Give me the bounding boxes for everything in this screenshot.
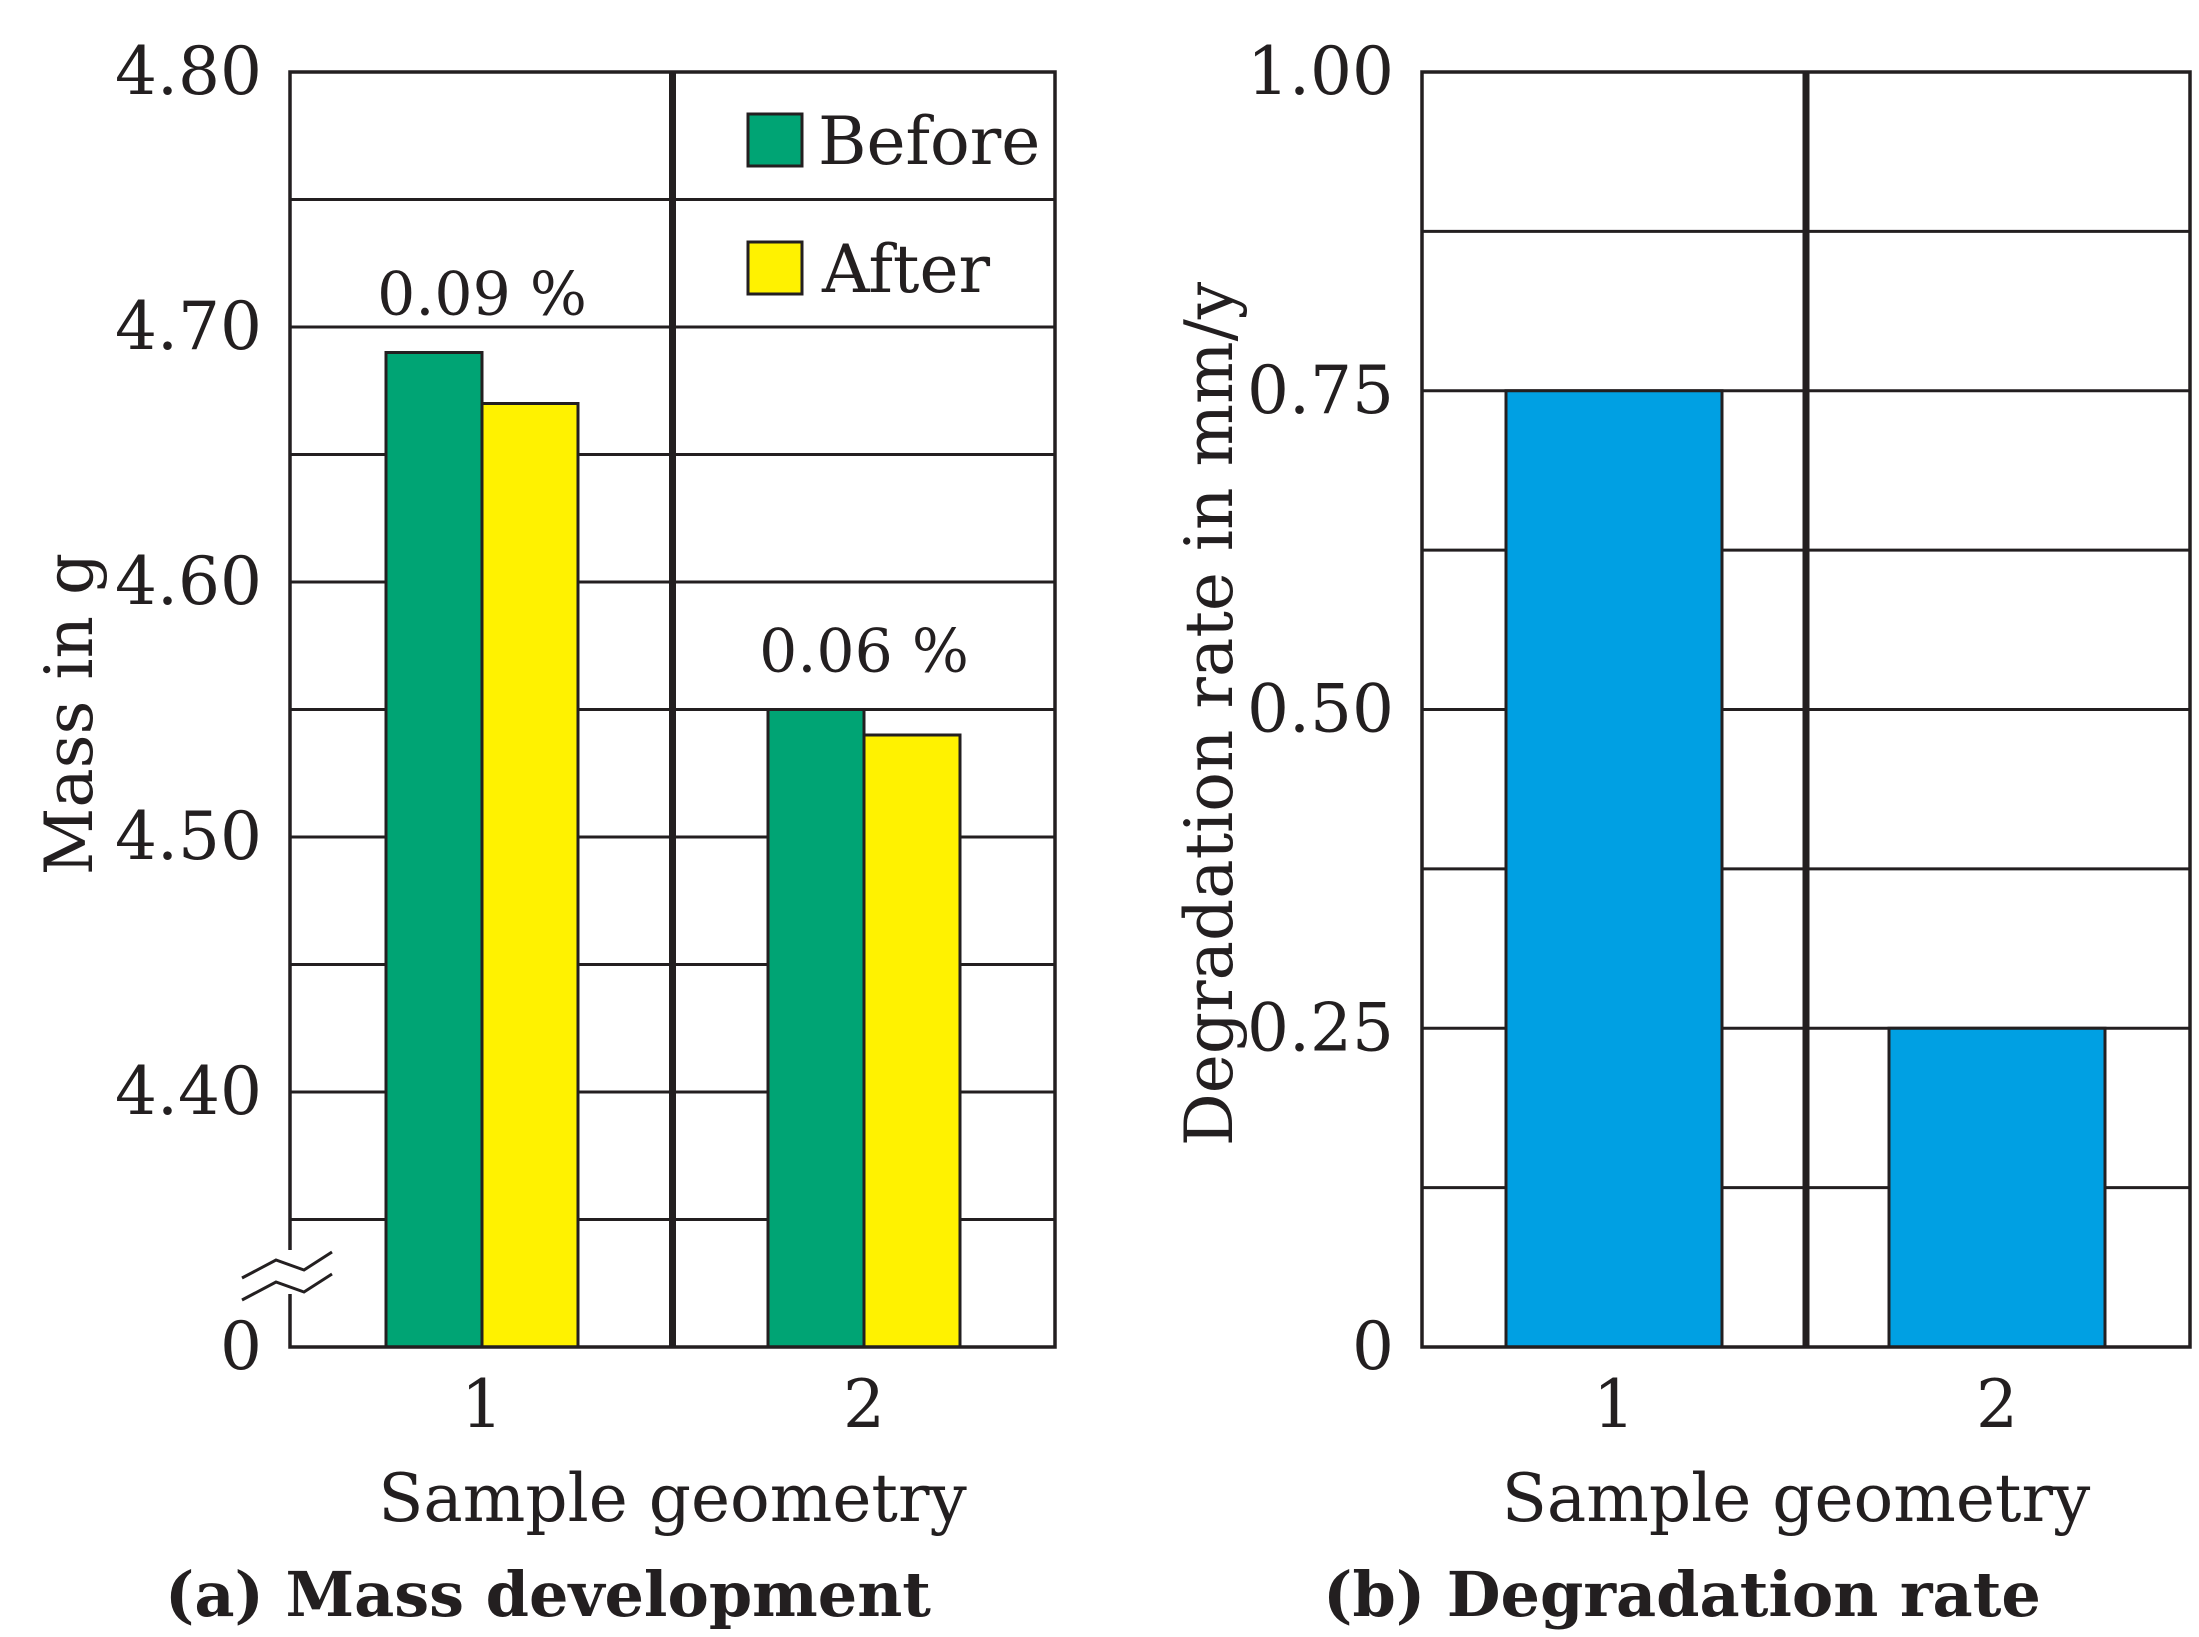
bar-before-1 — [384, 351, 484, 1349]
xtick-label: 2 — [1976, 1366, 2018, 1443]
panel-b-frame — [1420, 70, 2192, 1349]
panel-b-x-axis-label: Sample geometry — [1502, 1460, 2091, 1537]
panel-b-bars — [1504, 389, 2107, 1349]
panel-a-y-axis-label: Mass in g — [31, 553, 108, 876]
ytick-label: 4.80 — [115, 33, 262, 110]
bar-degradation-1 — [1504, 389, 1724, 1349]
legend-swatch-after — [746, 240, 804, 296]
ytick-label: 4.40 — [115, 1053, 262, 1130]
panel-a-x-axis-label: Sample geometry — [378, 1460, 967, 1537]
axis-break-icon — [241, 1250, 333, 1302]
ytick-label: 0 — [1352, 1308, 1394, 1385]
axis-break-stroke — [241, 1250, 333, 1280]
panel-b-y-axis-label: Degradation rate in mm/y — [1171, 281, 1248, 1146]
panel-a-frame — [288, 70, 1057, 1349]
panel-a-legend: Before After — [746, 103, 1040, 308]
ytick-label: 0.25 — [1247, 989, 1394, 1066]
ytick-label: 0.75 — [1247, 352, 1394, 429]
panel-a-caption: (a) Mass development — [165, 1558, 931, 1631]
panel-a-bars — [384, 351, 962, 1349]
panel-a-ytick-labels: 4.80 4.70 4.60 4.50 4.40 0 — [115, 33, 262, 1385]
annotation-percent-2: 0.06 % — [759, 617, 969, 687]
legend-swatch-before — [746, 112, 804, 168]
bar-after-1 — [480, 402, 580, 1349]
panel-b-caption: (b) Degradation rate — [1323, 1558, 2041, 1631]
ytick-label: 4.50 — [115, 798, 262, 875]
xtick-label: 2 — [843, 1366, 885, 1443]
ytick-label: 0.50 — [1247, 671, 1394, 748]
xtick-label: 1 — [1593, 1366, 1635, 1443]
ytick-label: 4.70 — [115, 288, 262, 365]
bar-before-2 — [766, 708, 866, 1349]
bar-degradation-2 — [1887, 1026, 2107, 1349]
xtick-label: 1 — [461, 1366, 503, 1443]
legend-label-after: After — [821, 231, 991, 308]
axis-break-gap — [284, 1250, 296, 1294]
bar-after-2 — [862, 733, 962, 1349]
axis-break-stroke — [241, 1272, 333, 1302]
annotation-percent-1: 0.09 % — [377, 260, 587, 330]
ytick-label: 0 — [220, 1308, 262, 1385]
panel-a-annotations: 0.09 % 0.06 % — [377, 260, 969, 687]
panel-b-ytick-labels: 1.00 0.75 0.50 0.25 0 — [1247, 33, 1394, 1385]
legend-label-before: Before — [818, 103, 1040, 180]
ytick-label: 1.00 — [1247, 33, 1394, 110]
ytick-label: 4.60 — [115, 543, 262, 620]
